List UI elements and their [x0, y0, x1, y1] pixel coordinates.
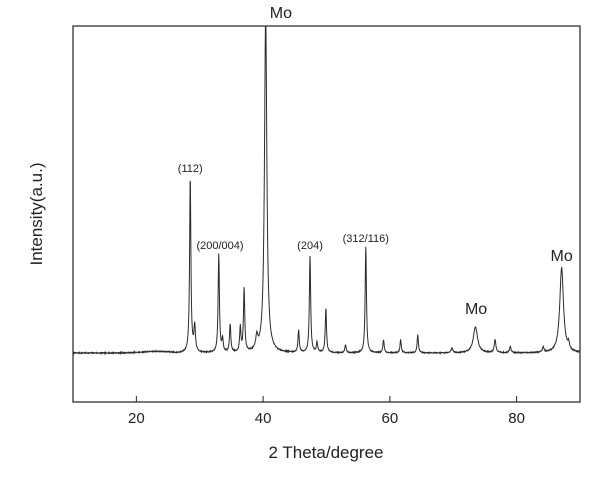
hkl-peak-label: (204) — [297, 240, 323, 252]
x-axis-label: 2 Theta/degree — [269, 443, 384, 462]
x-tick-label: 80 — [508, 410, 525, 427]
x-axis-ticks: 20 40 60 80 — [128, 396, 525, 427]
x-tick-label: 60 — [382, 410, 399, 427]
mo-peak-label: Mo — [270, 5, 292, 22]
hkl-peak-label: (200/004) — [196, 240, 243, 252]
xrd-pattern-line — [73, 26, 580, 353]
plot-frame — [73, 26, 580, 402]
mo-peak-label: Mo — [551, 248, 573, 265]
hkl-peak-label: (312/116) — [343, 233, 389, 245]
x-tick-label: 20 — [128, 410, 145, 427]
hkl-peak-label: (112) — [178, 163, 203, 175]
y-axis-label: Intensity(a.u.) — [27, 163, 46, 266]
x-tick-label: 40 — [255, 410, 272, 427]
mo-peak-label: Mo — [465, 301, 487, 318]
peak-annotations: (112) (200/004) (204) (312/116) Mo Mo Mo — [178, 5, 573, 318]
